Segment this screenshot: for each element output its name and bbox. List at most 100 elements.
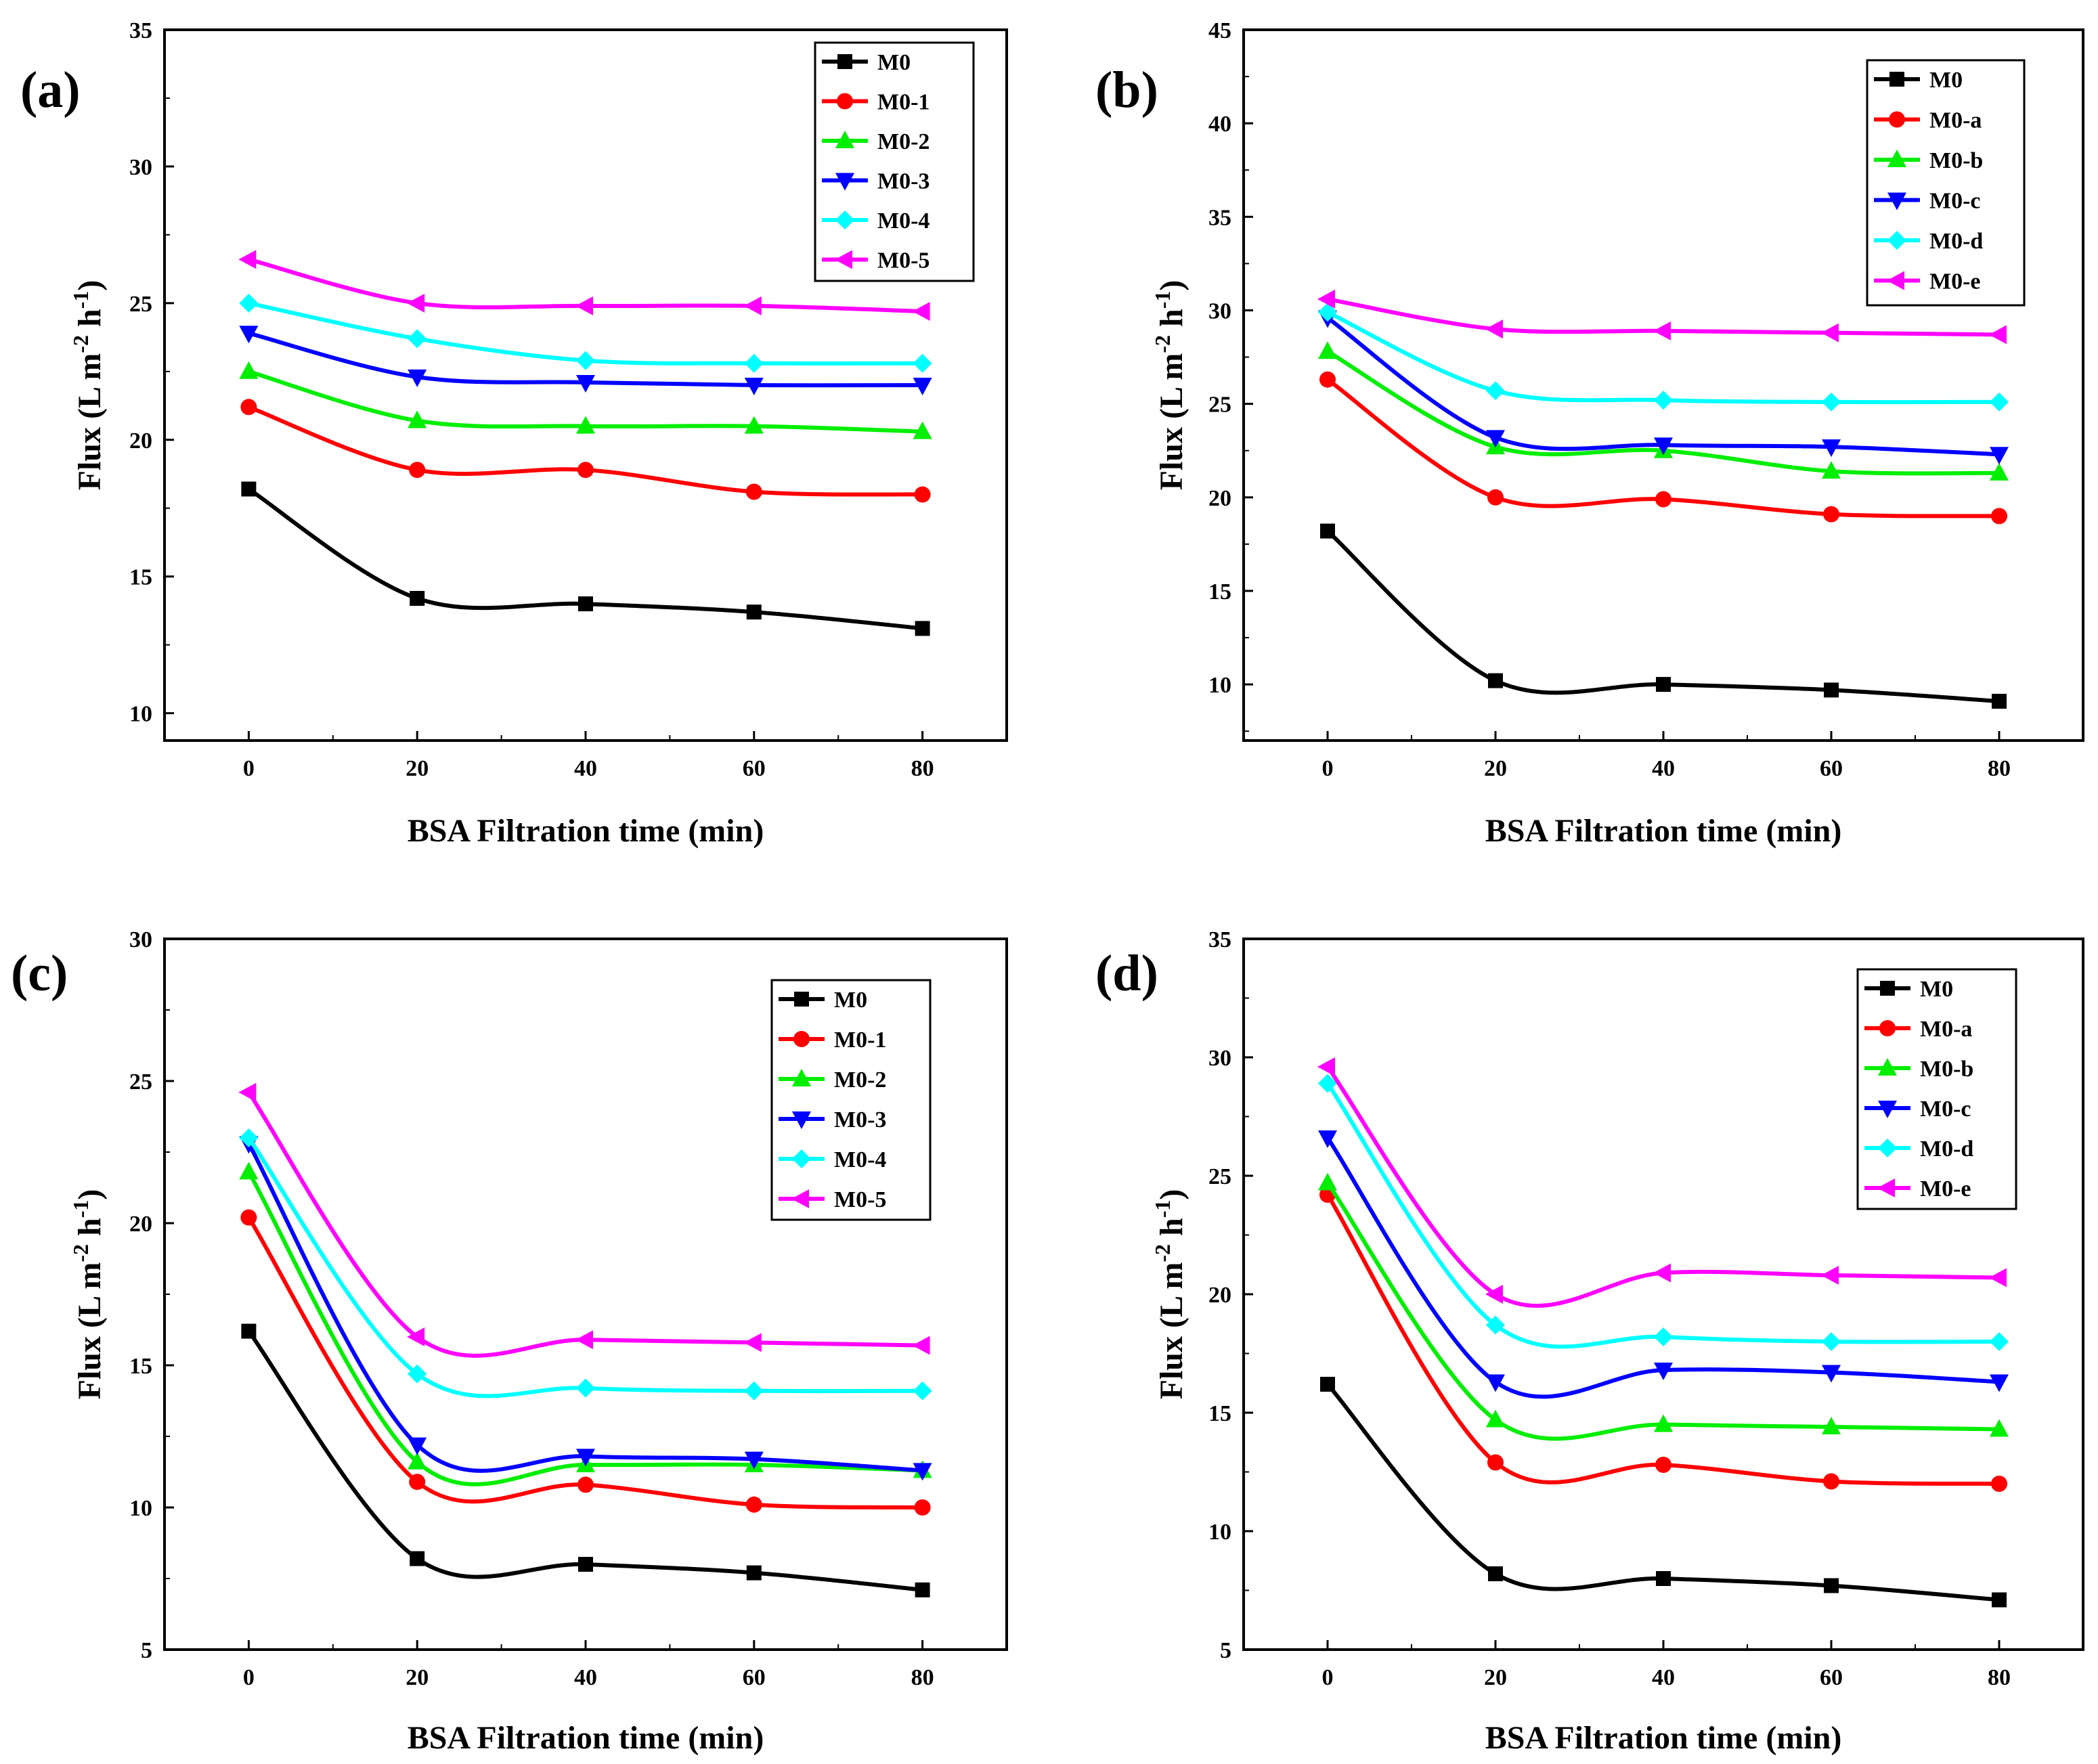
x-tick-label: 60 bbox=[1820, 756, 1843, 781]
data-point bbox=[1824, 1578, 1839, 1593]
legend-marker bbox=[791, 1189, 809, 1208]
data-point bbox=[746, 1565, 762, 1581]
data-point bbox=[913, 1381, 932, 1401]
data-point bbox=[408, 1451, 427, 1470]
legend: M0 M0-a M0-b M0-c M0-d M0-e bbox=[1856, 968, 2017, 1210]
legend-label: M0-c bbox=[1929, 189, 1981, 214]
data-point bbox=[1488, 1566, 1503, 1581]
legend-marker bbox=[1887, 192, 1906, 211]
legend-label: M0-c bbox=[1920, 1097, 1971, 1122]
data-point bbox=[409, 1474, 426, 1491]
x-tick-label: 80 bbox=[1988, 1665, 2011, 1690]
data-point bbox=[408, 369, 427, 387]
legend-marker bbox=[835, 250, 852, 269]
panel-a: (a) 0 20 40 60 80 10 15 20 25 30 35 BSA Filtration… bbox=[20, 18, 1008, 849]
legend-marker bbox=[1878, 1139, 1897, 1157]
x-axis-title: BSA Filtration time (min) bbox=[408, 813, 764, 849]
data-point bbox=[1990, 1419, 2009, 1437]
series-layer bbox=[1317, 289, 2009, 709]
y-tick-label: 30 bbox=[1208, 1046, 1231, 1071]
y-tick-label: 5 bbox=[141, 1638, 152, 1663]
legend-label: M0-4 bbox=[834, 1147, 886, 1172]
data-point bbox=[1656, 677, 1671, 692]
data-point bbox=[407, 293, 425, 313]
series-line bbox=[1326, 529, 2000, 703]
data-point bbox=[1822, 392, 1841, 412]
data-point bbox=[1823, 1473, 1839, 1490]
y-tick-label: 25 bbox=[1208, 393, 1231, 418]
data-point bbox=[745, 1496, 762, 1513]
data-point bbox=[1488, 673, 1503, 688]
legend-marker bbox=[1887, 231, 1906, 250]
legend-label: M0 bbox=[834, 988, 867, 1013]
data-point bbox=[1317, 289, 1335, 309]
data-point bbox=[1486, 1374, 1505, 1392]
legend-marker bbox=[1887, 271, 1904, 290]
data-point bbox=[1485, 1285, 1503, 1304]
y-tick-label: 25 bbox=[1208, 1164, 1231, 1189]
series-layer bbox=[1317, 1057, 2009, 1608]
x-tick-label: 80 bbox=[911, 1665, 934, 1690]
data-point bbox=[743, 296, 762, 315]
series-line bbox=[1326, 316, 2000, 457]
data-point bbox=[577, 1476, 594, 1493]
data-point bbox=[409, 462, 426, 479]
x-tick-label: 80 bbox=[1988, 756, 2011, 781]
y-tick-label: 40 bbox=[1208, 112, 1231, 137]
series-line bbox=[1326, 1082, 2000, 1349]
data-point bbox=[407, 1327, 425, 1346]
data-point bbox=[743, 1333, 762, 1352]
axis-ticks: 0 20 40 60 80 10 15 20 25 30 35 40 45 bbox=[1208, 18, 2084, 781]
axis-ticks: 0 20 40 60 80 5 10 15 20 25 30 35 bbox=[1208, 927, 2084, 1690]
data-point bbox=[1486, 1315, 1505, 1335]
legend-marker bbox=[837, 93, 853, 110]
legend-marker bbox=[793, 1031, 810, 1047]
data-point bbox=[912, 301, 930, 321]
x-tick-label: 40 bbox=[1652, 756, 1675, 781]
data-point bbox=[1656, 1571, 1671, 1586]
data-point bbox=[239, 293, 259, 313]
data-point bbox=[744, 1451, 764, 1470]
x-axis-title: BSA Filtration time (min) bbox=[1485, 813, 1842, 849]
data-point bbox=[1821, 323, 1839, 343]
series-line bbox=[246, 1170, 923, 1486]
x-tick-label: 0 bbox=[1322, 1665, 1334, 1690]
data-point bbox=[1487, 489, 1504, 506]
panel-label: (b) bbox=[1095, 62, 1158, 118]
data-point bbox=[913, 421, 932, 439]
legend-box bbox=[1856, 968, 2017, 1210]
data-point bbox=[1990, 447, 2009, 465]
x-tick-label: 40 bbox=[1652, 1665, 1675, 1690]
data-point bbox=[744, 378, 764, 395]
y-axis-title: Flux (L m-2 h-1) bbox=[1150, 1189, 1189, 1400]
series-line bbox=[246, 1091, 923, 1358]
legend-label: M0-d bbox=[1920, 1137, 1973, 1162]
axis-ticks: 0 20 40 60 80 5 10 15 20 25 30 bbox=[129, 927, 1007, 1690]
panel-c: (c) 0 20 40 60 80 5 10 15 20 25 30 BSA Filtration … bbox=[11, 927, 1008, 1756]
y-tick-label: 35 bbox=[1208, 927, 1231, 952]
legend-marker bbox=[1889, 72, 1904, 87]
panel-d: (d) 0 20 40 60 80 5 10 15 20 25 30 35 BSA Filtratio… bbox=[1095, 927, 2084, 1756]
y-tick-label: 30 bbox=[129, 927, 152, 952]
y-tick-label: 10 bbox=[129, 1496, 152, 1521]
legend-marker bbox=[1878, 1101, 1897, 1118]
y-tick-label: 15 bbox=[1208, 1401, 1231, 1426]
data-point bbox=[913, 378, 932, 395]
legend-label: M0-a bbox=[1920, 1017, 1972, 1042]
legend-label: M0 bbox=[1929, 68, 1963, 93]
data-point bbox=[1654, 1327, 1673, 1346]
data-point bbox=[576, 351, 595, 370]
data-point bbox=[1654, 1414, 1673, 1432]
data-point bbox=[1318, 1130, 1337, 1148]
y-tick-label: 20 bbox=[129, 428, 152, 454]
y-tick-label: 30 bbox=[1208, 299, 1231, 324]
data-point bbox=[1654, 391, 1673, 410]
data-point bbox=[1823, 506, 1839, 523]
data-point bbox=[576, 374, 595, 393]
legend-label: M0-1 bbox=[877, 90, 930, 115]
legend-label: M0-3 bbox=[877, 169, 930, 194]
data-point bbox=[746, 604, 762, 620]
data-point bbox=[408, 329, 427, 349]
x-axis-title: BSA Filtration time (min) bbox=[1485, 1720, 1842, 1756]
